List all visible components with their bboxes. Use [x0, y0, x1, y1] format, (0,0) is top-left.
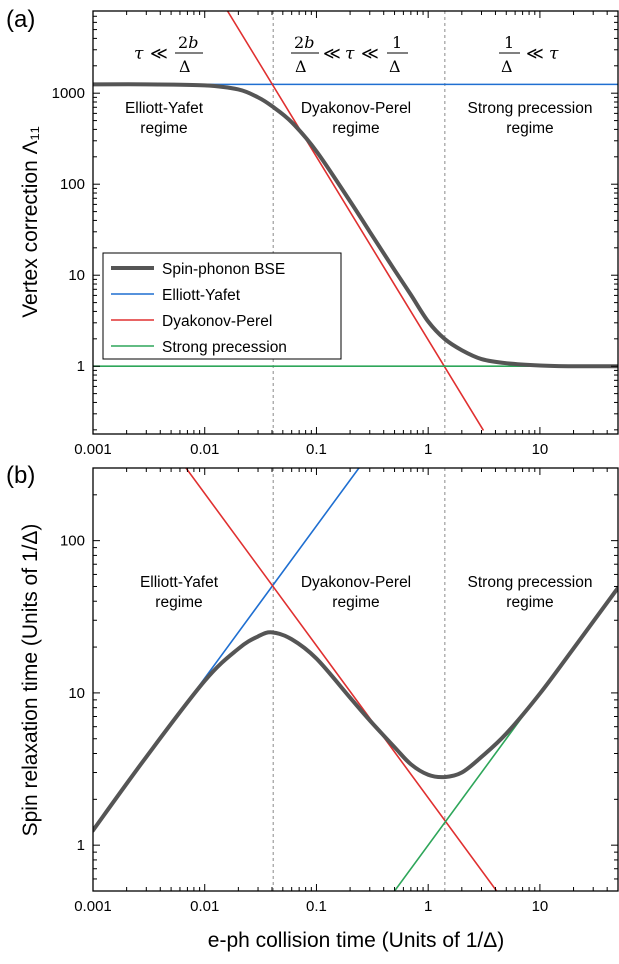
panel-b-x-tick-label: 0.001 — [74, 898, 112, 915]
region-a-elliott-yafet-line2: regime — [140, 120, 187, 137]
panel-b-series — [93, 468, 618, 891]
region-b-elliott-yafet-line2: regime — [155, 594, 202, 611]
panel-a-series-dyakonov-perel — [226, 11, 484, 431]
svg-text:≪: ≪ — [526, 44, 544, 64]
panel-b-series-bse — [93, 585, 618, 833]
svg-text:1: 1 — [504, 33, 514, 52]
panel-a-label: (a) — [6, 6, 35, 33]
region-a-elliott-yafet-line1: Elliott-Yafet — [125, 100, 204, 117]
panel-a-frame — [92, 10, 619, 435]
legend: Spin-phonon BSE Elliott-Yafet Dyakonov-P… — [102, 252, 342, 360]
panel-a-x-tick-label: 0.1 — [306, 441, 327, 458]
condition-elliott-yafet: τ ≪ 2b Δ — [134, 33, 203, 76]
svg-text:≪: ≪ — [150, 44, 168, 64]
panel-a-y-axis-title: Vertex correction Λ₁₁ — [19, 126, 42, 318]
panel-b-label: (b) — [6, 462, 35, 489]
x-axis-title: e-ph collision time (Units of 1/Δ) — [208, 929, 504, 952]
region-a-dyakonov-perel-line2: regime — [332, 120, 379, 137]
region-b-dyakonov-perel-line2: regime — [332, 594, 379, 611]
panel-b-x-tick-label: 10 — [532, 898, 549, 915]
panel-b-series-dyakonov-perel — [185, 468, 498, 891]
svg-text:Δ: Δ — [501, 57, 513, 76]
panel-b-ticks: 0.001 0.01 0.1 1 10 1 10 100 — [60, 467, 619, 915]
panel-b-x-tick-label: 0.01 — [190, 898, 219, 915]
svg-text:Δ: Δ — [179, 57, 191, 76]
panel-a-x-tick-label: 10 — [532, 441, 549, 458]
panel-a-x-tick-label: 0.01 — [190, 441, 219, 458]
panel-a-y-tick-label: 1 — [77, 358, 85, 375]
panel-a-x-tick-label: 1 — [424, 441, 432, 458]
panel-b-y-axis-title: Spin relaxation time (Units of 1/Δ) — [19, 524, 42, 837]
svg-text:2b: 2b — [178, 33, 198, 52]
panel-b-series-elliott-yafet — [179, 468, 360, 713]
panel-a-x-tick-label: 0.001 — [74, 441, 112, 458]
svg-text:τ: τ — [345, 44, 355, 64]
panel-b-x-tick-label: 1 — [424, 898, 432, 915]
panel-b-x-tick-label: 0.1 — [306, 898, 327, 915]
legend-label-bse: Spin-phonon BSE — [162, 261, 285, 278]
svg-text:Δ: Δ — [389, 57, 401, 76]
panel-b-guides — [272, 468, 446, 891]
region-a-strong-precession-line2: regime — [506, 120, 553, 137]
panel-b-y-tick-label: 1 — [77, 837, 85, 854]
panel-a-guides — [272, 11, 446, 434]
svg-text:2b: 2b — [294, 33, 314, 52]
panel-b-frame — [92, 467, 619, 892]
svg-text:τ: τ — [134, 44, 144, 64]
region-b-elliott-yafet-line1: Elliott-Yafet — [140, 574, 219, 591]
panel-a-series — [93, 11, 618, 431]
svg-text:≪: ≪ — [323, 44, 341, 64]
region-b-dyakonov-perel-line1: Dyakonov-Perel — [301, 574, 411, 591]
region-b-strong-precession-line2: regime — [506, 594, 553, 611]
legend-label-dyakonov-perel: Dyakonov-Perel — [162, 313, 272, 330]
panel-a-series-bse — [93, 82, 618, 369]
panel-b-y-tick-label: 100 — [60, 533, 85, 550]
panel-b-series-strong-precession — [393, 706, 530, 891]
legend-label-strong-precession: Strong precession — [162, 339, 287, 356]
panel-a-y-tick-label: 1000 — [52, 85, 85, 102]
panel-a-y-tick-label: 10 — [68, 267, 85, 284]
legend-label-elliott-yafet: Elliott-Yafet — [162, 287, 241, 304]
panel-a-y-tick-label: 100 — [60, 176, 85, 193]
region-a-strong-precession-line1: Strong precession — [468, 100, 593, 117]
condition-strong-precession: 1 Δ ≪ τ — [499, 33, 559, 76]
svg-text:τ: τ — [549, 44, 559, 64]
condition-dyakonov-perel: 2b Δ ≪ τ ≪ 1 Δ — [291, 33, 408, 76]
panel-b-y-tick-label: 10 — [68, 685, 85, 702]
panel-a-ticks: 0.001 0.01 0.1 1 10 1 10 100 1000 — [52, 10, 619, 458]
region-a-dyakonov-perel-line1: Dyakonov-Perel — [301, 100, 411, 117]
svg-text:≪: ≪ — [361, 44, 379, 64]
svg-text:1: 1 — [392, 33, 402, 52]
legend-box — [102, 252, 342, 360]
svg-text:Δ: Δ — [295, 57, 307, 76]
region-b-strong-precession-line1: Strong precession — [468, 574, 593, 591]
